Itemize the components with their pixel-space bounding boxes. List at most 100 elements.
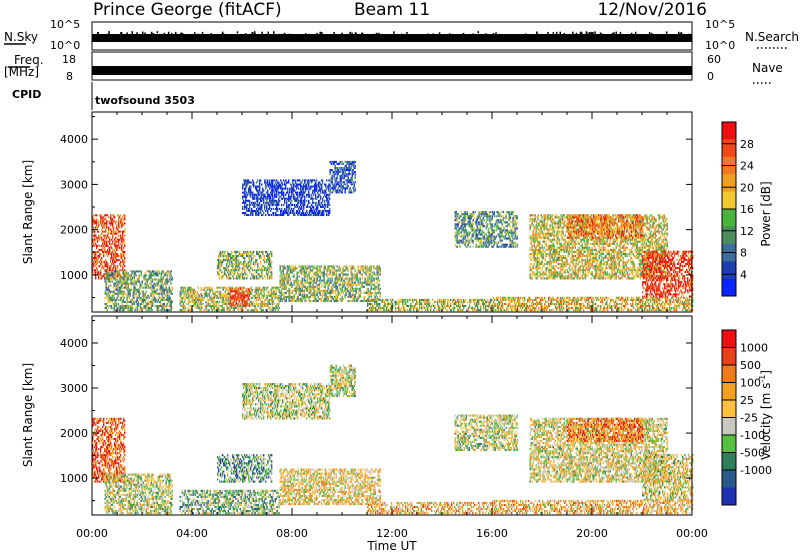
echo-cell <box>234 263 236 266</box>
echo-cell <box>431 305 433 308</box>
echo-cell <box>115 253 117 256</box>
echo-cell <box>367 305 369 308</box>
echo-cell <box>226 288 228 291</box>
echo-cell <box>362 300 364 303</box>
echo-cell <box>155 282 157 285</box>
echo-cell <box>357 279 359 282</box>
echo-cell <box>247 250 249 253</box>
echo-cell <box>223 294 225 297</box>
echo-cell <box>138 292 140 295</box>
echo-cell <box>269 277 271 280</box>
echo-cell <box>360 267 362 270</box>
echo-cell <box>390 309 392 312</box>
echo-cell <box>266 303 268 306</box>
echo-cell <box>331 279 333 282</box>
echo-cell <box>162 296 164 299</box>
echo-cell <box>254 290 256 293</box>
echo-cell <box>294 212 296 215</box>
echo-cell <box>231 288 233 291</box>
echo-cell <box>227 294 229 297</box>
echo-cell <box>134 280 136 283</box>
echo-cell <box>464 300 466 303</box>
echo-cell <box>92 269 94 272</box>
echo-cell <box>266 261 268 264</box>
echo-cell <box>413 309 415 312</box>
echo-cell <box>157 284 159 287</box>
echo-cell <box>99 238 101 241</box>
echo-cell <box>336 298 338 301</box>
echo-cell <box>260 300 262 303</box>
echo-cell <box>352 291 354 294</box>
echo-cell <box>110 257 112 260</box>
echo-cell <box>324 287 326 290</box>
echo-cell <box>113 303 115 306</box>
echo-cell <box>146 284 148 287</box>
echo-cell <box>339 275 341 278</box>
echo-cell <box>280 212 282 215</box>
echo-cell <box>342 285 344 288</box>
echo-cell <box>320 273 322 276</box>
echo-cell <box>119 282 121 285</box>
echo-cell <box>197 296 199 299</box>
echo-cell <box>332 189 334 192</box>
echo-cell <box>354 295 356 298</box>
echo-cell <box>100 259 102 262</box>
echo-cell <box>267 290 269 293</box>
echo-cell <box>262 269 264 272</box>
echo-cell <box>115 280 117 283</box>
echo-cell <box>110 216 112 219</box>
echo-cell <box>166 292 168 295</box>
echo-cell <box>236 259 238 262</box>
echo-cell <box>311 195 313 198</box>
echo-cell <box>297 205 299 208</box>
echo-cell <box>311 265 313 268</box>
echo-cell <box>105 307 107 310</box>
echo-cell <box>129 300 131 303</box>
echo-cell <box>267 298 269 301</box>
echo-cell <box>351 271 353 274</box>
echo-cell <box>454 298 456 301</box>
echo-cell <box>106 276 108 279</box>
echo-cell <box>269 255 271 258</box>
echo-cell <box>245 300 247 303</box>
echo-cell <box>238 286 240 289</box>
echo-cell <box>170 307 172 310</box>
echo-cell <box>108 305 110 308</box>
echo-cell <box>136 278 138 281</box>
echo-cell <box>118 282 120 285</box>
echo-cell <box>130 300 132 303</box>
echo-cell <box>130 284 132 287</box>
echo-cell <box>276 199 278 202</box>
echo-cell <box>295 279 297 282</box>
echo-cell <box>361 273 363 276</box>
echo-cell <box>227 271 229 274</box>
echo-cell <box>331 277 333 280</box>
echo-cell <box>122 276 124 279</box>
echo-cell <box>92 238 94 241</box>
echo-cell <box>313 287 315 290</box>
echo-cell <box>98 236 100 239</box>
echo-cell <box>257 292 259 295</box>
echo-cell <box>110 269 112 272</box>
echo-cell <box>269 207 271 210</box>
echo-cell <box>122 278 124 281</box>
echo-cell <box>119 309 121 312</box>
echo-cell <box>110 259 112 262</box>
echo-cell <box>111 263 113 266</box>
echo-cell <box>132 290 134 293</box>
echo-cell <box>205 307 207 310</box>
echo-cell <box>154 290 156 293</box>
echo-cell <box>92 240 94 243</box>
echo-cell <box>361 277 363 280</box>
echo-cell <box>278 300 280 303</box>
echo-cell <box>366 277 368 280</box>
echo-cell <box>388 300 390 303</box>
echo-cell <box>93 218 95 221</box>
echo-cell <box>165 278 167 281</box>
echo-cell <box>329 210 331 213</box>
echo-cell <box>213 296 215 299</box>
echo-cell <box>287 267 289 270</box>
echo-cell <box>234 255 236 258</box>
echo-cell <box>369 273 371 276</box>
